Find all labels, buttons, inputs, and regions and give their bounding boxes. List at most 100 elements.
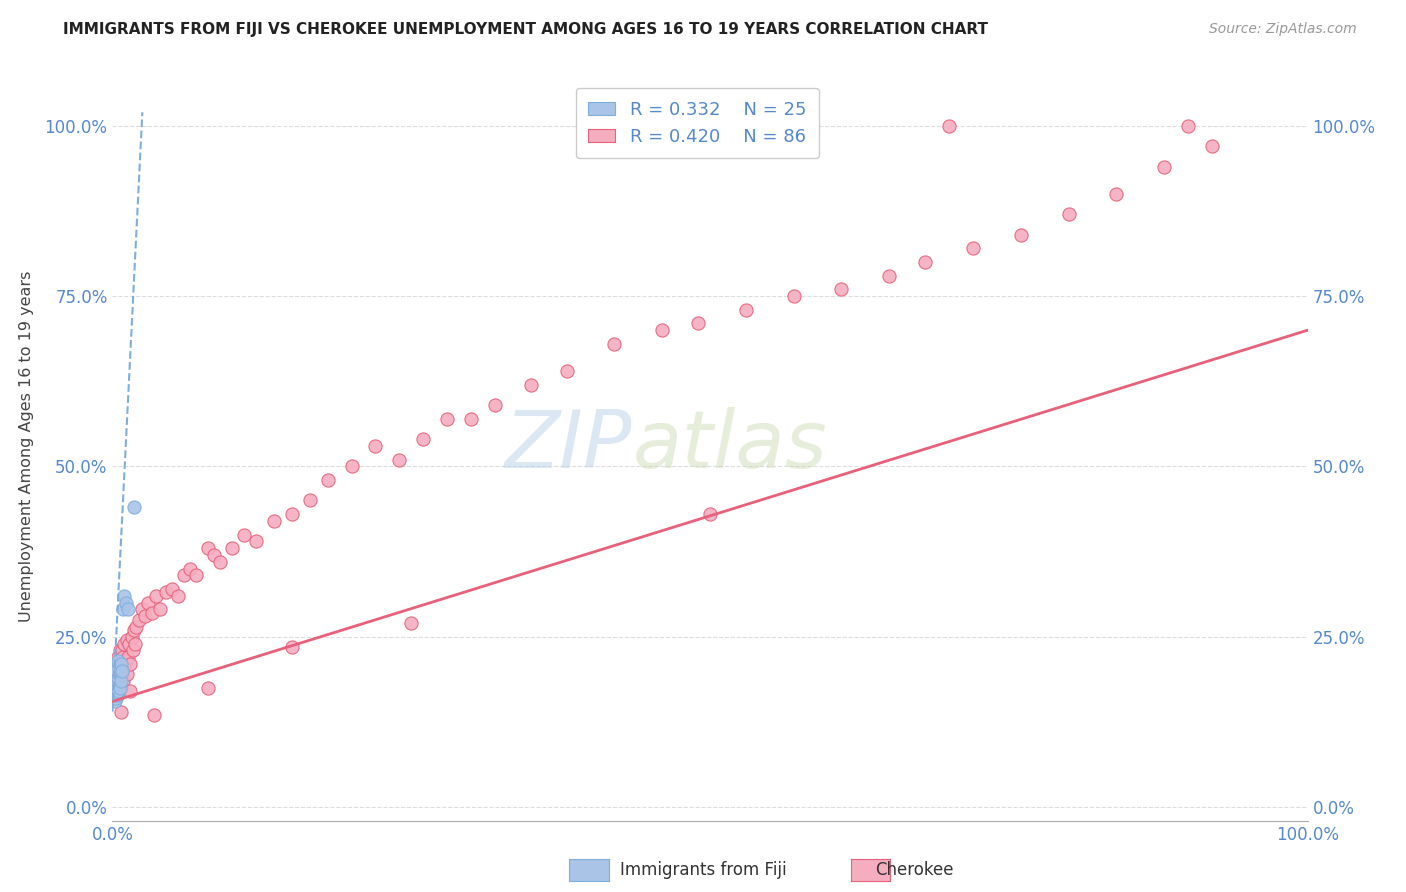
Point	[162, 582, 183, 596]
Point	[110, 657, 132, 671]
Point	[520, 377, 543, 392]
Point	[122, 500, 145, 515]
Point	[112, 673, 135, 688]
Point	[111, 664, 134, 678]
Text: ZIP: ZIP	[505, 407, 633, 485]
Point	[233, 527, 256, 541]
Point	[117, 650, 139, 665]
Point	[143, 708, 166, 723]
Point	[105, 681, 128, 695]
Point	[340, 459, 363, 474]
Point	[651, 323, 673, 337]
Point	[460, 411, 482, 425]
Point	[114, 654, 136, 668]
Point	[105, 688, 128, 702]
Point	[104, 664, 127, 678]
Point	[110, 681, 132, 695]
Point	[688, 317, 710, 331]
Point	[112, 602, 135, 616]
Point	[105, 681, 128, 695]
Point	[131, 602, 153, 616]
Point	[105, 664, 128, 678]
Point	[104, 664, 127, 678]
Point	[782, 289, 804, 303]
Point	[1010, 227, 1032, 242]
Point	[149, 602, 172, 616]
Point	[115, 667, 138, 681]
Point	[111, 643, 134, 657]
Point	[103, 667, 125, 681]
Point	[120, 657, 142, 671]
Point	[436, 411, 458, 425]
Point	[699, 507, 721, 521]
Point	[281, 507, 304, 521]
Point	[107, 671, 129, 685]
Point	[316, 473, 339, 487]
Point	[914, 255, 936, 269]
Point	[107, 684, 129, 698]
Point	[167, 589, 190, 603]
Point	[245, 534, 267, 549]
Point	[108, 681, 131, 695]
Point	[121, 643, 143, 657]
Point	[388, 452, 411, 467]
Text: Cherokee: Cherokee	[875, 861, 953, 879]
Text: Immigrants from Fiji: Immigrants from Fiji	[620, 861, 786, 879]
Point	[110, 673, 132, 688]
Point	[281, 640, 304, 654]
Point	[114, 596, 136, 610]
Point	[298, 493, 321, 508]
Y-axis label: Unemployment Among Ages 16 to 19 years: Unemployment Among Ages 16 to 19 years	[18, 270, 34, 622]
Point	[401, 616, 423, 631]
Point	[111, 667, 134, 681]
Point	[104, 681, 127, 695]
Point	[879, 268, 901, 283]
Point	[103, 681, 125, 695]
Point	[1177, 119, 1199, 133]
Point	[145, 589, 167, 603]
Point	[104, 677, 127, 691]
Point	[125, 619, 148, 633]
Point	[107, 650, 129, 665]
Point	[103, 691, 125, 706]
Point	[155, 585, 177, 599]
Point	[128, 613, 150, 627]
Point	[105, 667, 128, 681]
Point	[105, 667, 128, 681]
Point	[110, 657, 132, 671]
Point	[107, 677, 129, 691]
Point	[122, 623, 145, 637]
Point	[118, 636, 141, 650]
Point	[112, 650, 135, 665]
Point	[1201, 139, 1223, 153]
Point	[197, 541, 219, 556]
Point	[107, 654, 129, 668]
Point	[108, 671, 131, 685]
Point	[221, 541, 243, 556]
Point	[197, 681, 219, 695]
Point	[364, 439, 387, 453]
Point	[108, 664, 131, 678]
Point	[962, 242, 984, 256]
Text: atlas: atlas	[633, 407, 827, 485]
Point	[114, 660, 135, 674]
Point	[120, 684, 142, 698]
Point	[124, 636, 146, 650]
Point	[484, 398, 506, 412]
Point	[138, 596, 160, 610]
Point	[186, 568, 208, 582]
Point	[555, 364, 578, 378]
Point	[105, 688, 128, 702]
Point	[938, 119, 960, 133]
Point	[121, 630, 143, 644]
Point	[105, 660, 128, 674]
Point	[105, 657, 128, 671]
Point	[105, 691, 128, 706]
Point	[202, 548, 225, 562]
Point	[412, 432, 434, 446]
Point	[108, 643, 131, 657]
Point	[1057, 207, 1080, 221]
Point	[1153, 160, 1175, 174]
Point	[173, 568, 195, 582]
Legend: R = 0.332    N = 25, R = 0.420    N = 86: R = 0.332 N = 25, R = 0.420 N = 86	[575, 88, 818, 158]
